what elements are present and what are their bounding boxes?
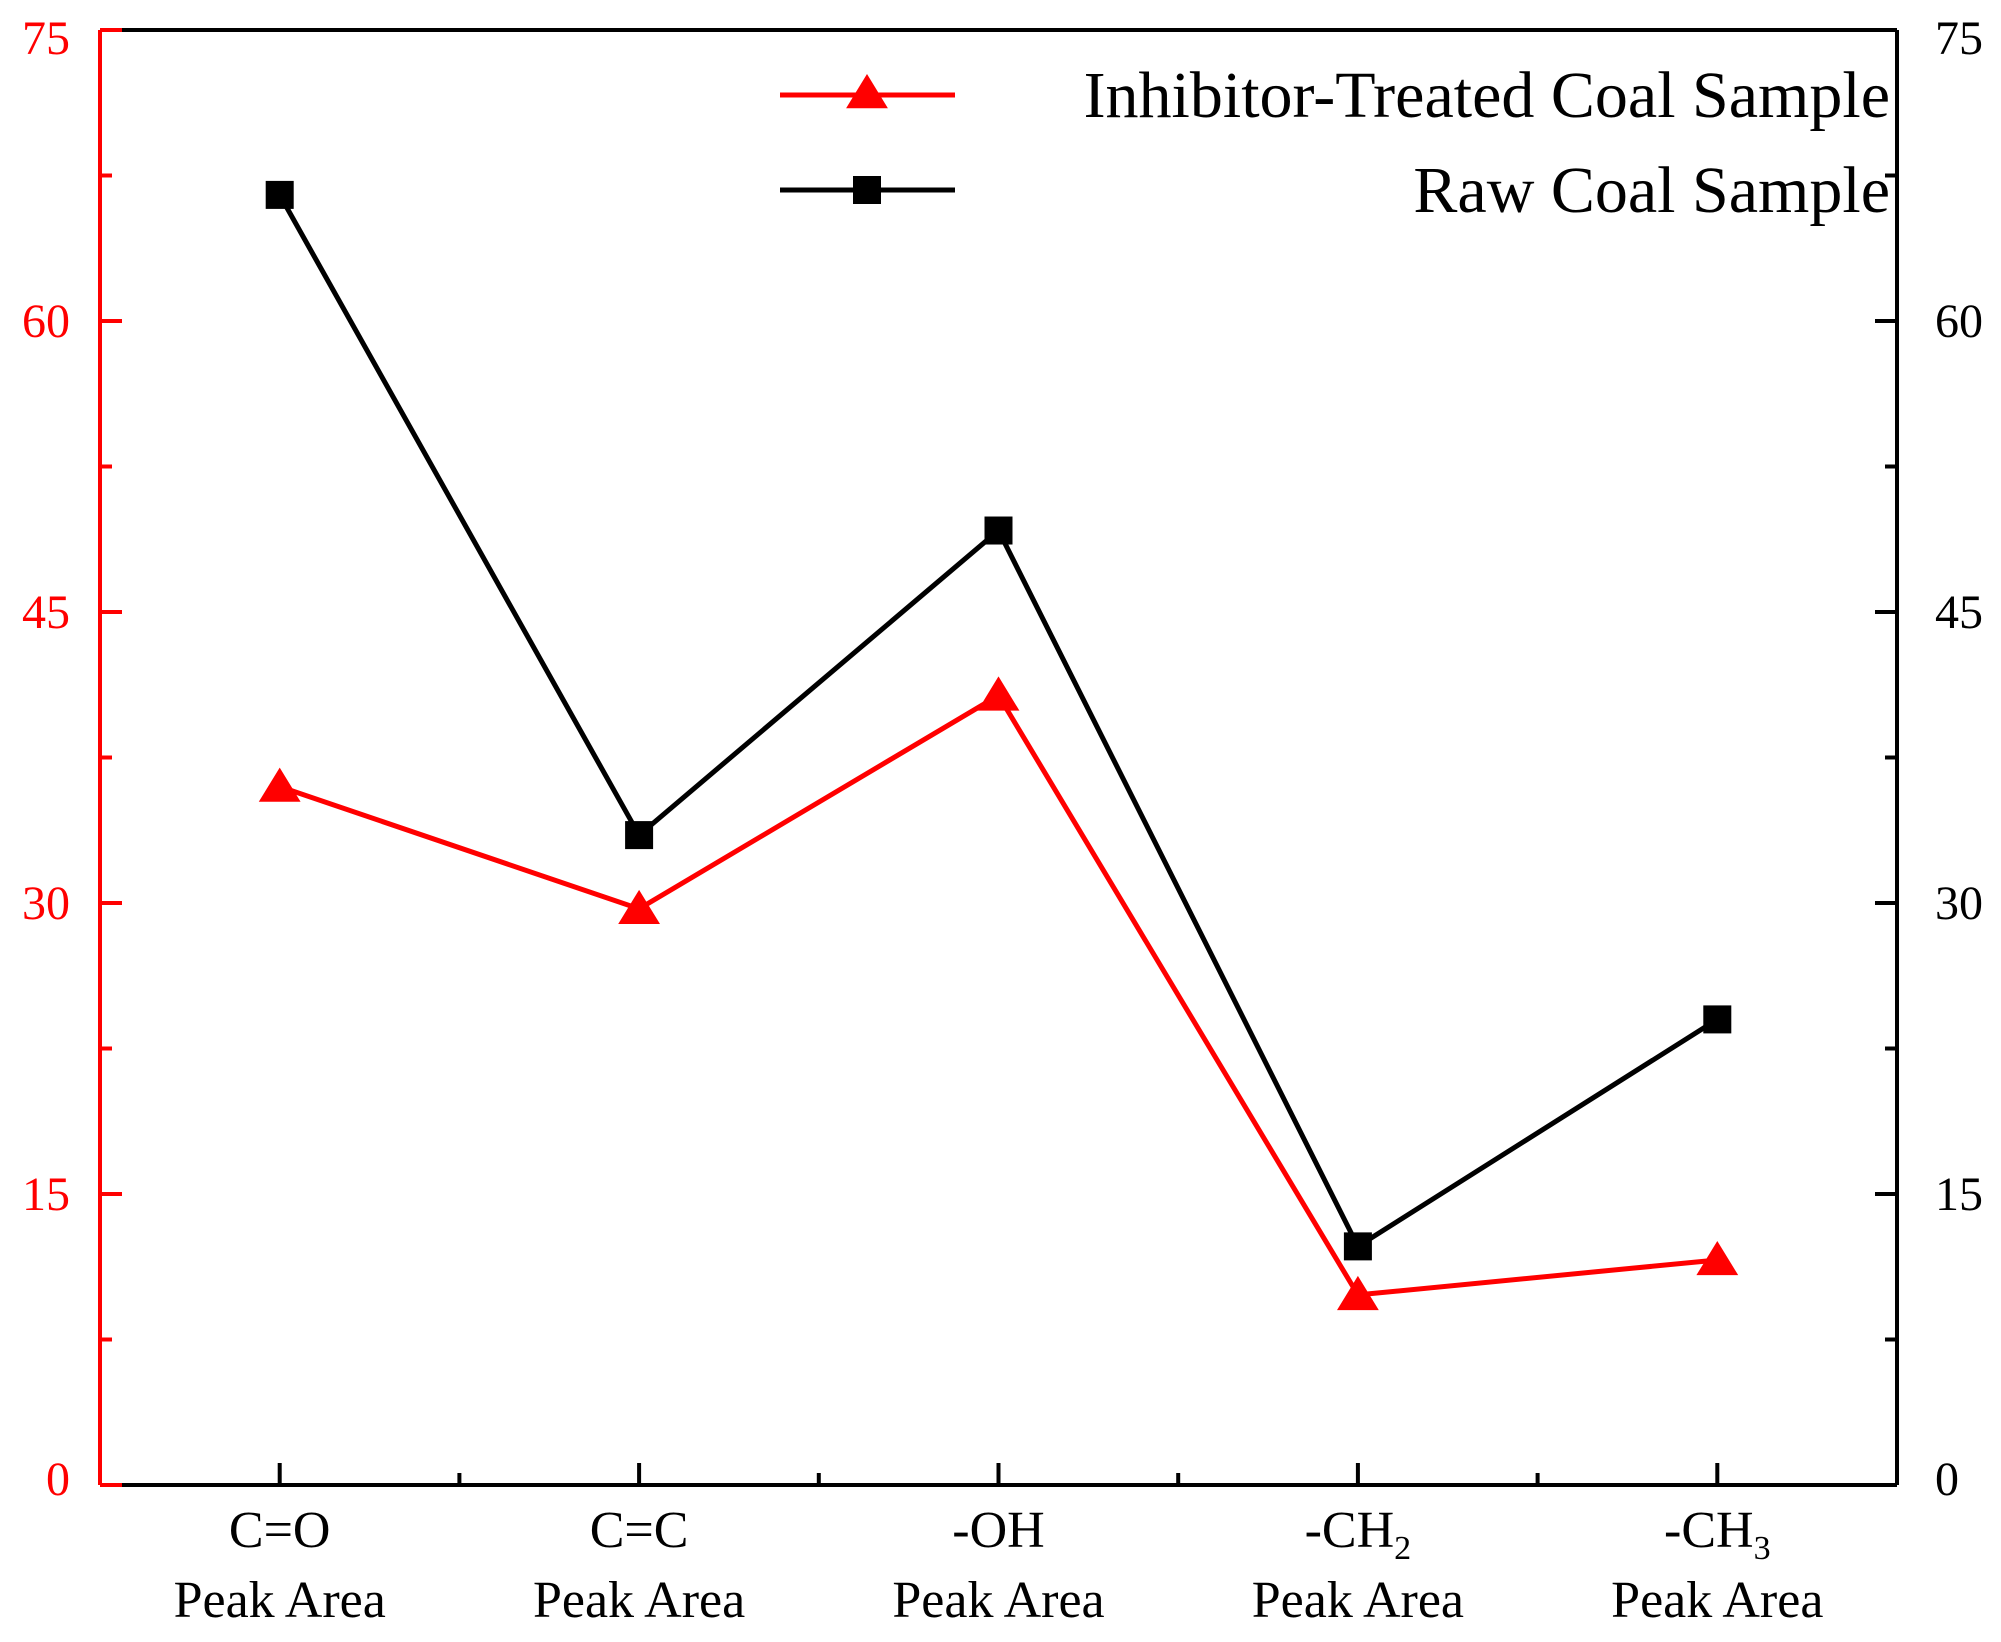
x-tick-label-line2: Peak Area [1252, 1572, 1464, 1629]
data-point-square [1343, 1232, 1372, 1261]
right-tick-label: 15 [1935, 1168, 1983, 1221]
legend-square-marker [853, 176, 881, 204]
legend: Inhibitor-Treated Coal Sample Raw Coal Sa… [780, 59, 1890, 227]
series-raw-coal [265, 180, 1732, 1261]
x-tick-label-line2: Peak Area [1611, 1572, 1823, 1629]
left-tick-label: 0 [46, 1453, 70, 1506]
series-inhibitor-treated [258, 676, 1739, 1311]
legend-entry: Inhibitor-Treated Coal Sample [780, 59, 1890, 132]
x-tick-label-line2: Peak Area [174, 1572, 386, 1629]
series-layer [258, 180, 1739, 1311]
right-y-axis: 0 15 30 45 60 75 [1875, 12, 1983, 1506]
left-tick-label: 30 [22, 877, 70, 930]
x-tick-label: -CH2 [1305, 1502, 1412, 1567]
x-tick-label-main: -CH [1664, 1502, 1754, 1559]
legend-label: Raw Coal Sample [1413, 154, 1890, 227]
x-tick-label-subscript: 3 [1754, 1530, 1771, 1567]
legend-entry: Raw Coal Sample [780, 154, 1890, 227]
legend-triangle-marker [846, 74, 888, 109]
right-tick-label: 60 [1935, 295, 1983, 348]
x-tick-label-main: C=O [229, 1502, 331, 1559]
x-tick-label: C=C [590, 1502, 689, 1559]
x-tick-label: -CH3 [1664, 1502, 1771, 1567]
data-point-triangle [618, 889, 660, 925]
right-tick-label: 75 [1935, 12, 1983, 65]
x-tick-label-subscript: 2 [1394, 1530, 1411, 1567]
right-tick-label: 45 [1935, 586, 1983, 639]
left-tick-label: 75 [22, 12, 70, 65]
data-point-triangle [258, 767, 301, 802]
left-y-axis: 0 15 30 45 60 75 [22, 12, 122, 1506]
data-point-square [1703, 1005, 1732, 1034]
data-point-square [265, 180, 294, 209]
x-tick-label-line2: Peak Area [533, 1572, 745, 1629]
data-point-square [984, 516, 1013, 545]
x-tick-label-main: -CH [1305, 1502, 1395, 1559]
data-point-triangle [1696, 1240, 1739, 1276]
x-tick-label: -OH [952, 1502, 1044, 1559]
x-tick-label: C=O [229, 1502, 331, 1559]
data-point-triangle [977, 676, 1020, 711]
right-tick-label: 0 [1935, 1453, 1959, 1506]
legend-label: Inhibitor-Treated Coal Sample [1084, 59, 1890, 132]
data-point-triangle [1337, 1275, 1379, 1311]
right-tick-label: 30 [1935, 877, 1983, 930]
left-tick-label: 15 [22, 1168, 70, 1221]
x-tick-label-main: -OH [952, 1502, 1044, 1559]
left-tick-label: 45 [22, 586, 70, 639]
data-point-square [625, 821, 654, 850]
left-tick-label: 60 [22, 295, 70, 348]
x-tick-label-line2: Peak Area [892, 1572, 1104, 1629]
x-tick-label-main: C=C [590, 1502, 689, 1559]
